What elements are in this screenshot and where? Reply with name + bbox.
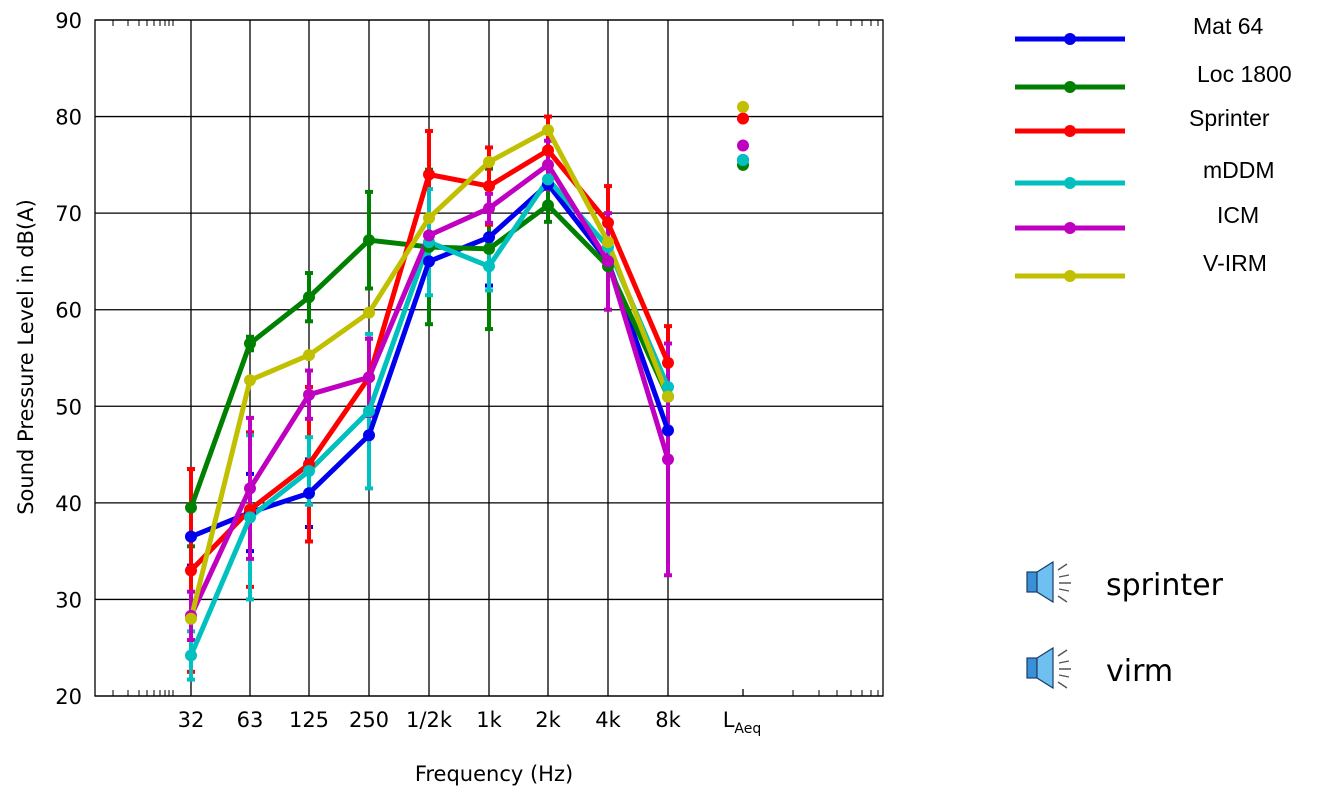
data-point-loc-1800 xyxy=(185,501,197,514)
legend-marker-mddm xyxy=(1064,177,1076,189)
sound-label-sprinter: sprinter xyxy=(1106,568,1224,603)
chart-axes: 20 30 40 50 60 70 80 90 32 63 125 250 1/2k 1k 2k 4k 8k xyxy=(55,9,884,732)
laeq-point-sprinter xyxy=(737,112,749,125)
y-tick-label: 50 xyxy=(55,395,82,419)
x-tick-label: 250 xyxy=(349,708,389,732)
data-point-v-irm xyxy=(244,374,256,387)
x-axis-title: Frequency (Hz) xyxy=(415,762,573,786)
data-point-loc-1800 xyxy=(363,234,375,247)
y-tick-label: 90 xyxy=(55,9,82,33)
data-point-mat-64 xyxy=(303,487,315,500)
x-tick-label: 2k xyxy=(535,708,561,732)
legend-marker-v-irm xyxy=(1064,270,1076,282)
data-point-mddm xyxy=(483,260,495,273)
sound-label-virm: virm xyxy=(1106,654,1173,689)
data-point-mat-64 xyxy=(363,429,375,442)
data-point-mddm xyxy=(244,511,256,524)
legend-marker-sprinter xyxy=(1064,125,1076,137)
data-point-v-irm xyxy=(483,155,495,168)
data-point-icm xyxy=(303,388,315,401)
legend-marker-icm xyxy=(1064,222,1076,234)
sound-link-virm[interactable]: virm xyxy=(1026,646,1173,690)
legend: Mat 64 Loc 1800 Sprinter mDDM ICM V-IRM xyxy=(1015,13,1292,282)
x-tick-label: 1/2k xyxy=(406,708,453,732)
x-tick-label: 8k xyxy=(655,708,681,732)
data-point-icm xyxy=(483,202,495,215)
laeq-point-icm xyxy=(737,139,749,152)
data-point-v-irm xyxy=(363,306,375,319)
data-point-mddm xyxy=(185,649,197,662)
x-tick-label: 1k xyxy=(476,708,502,732)
data-point-loc-1800 xyxy=(542,199,554,212)
data-point-sprinter xyxy=(185,564,197,577)
data-point-mat-64 xyxy=(662,424,674,437)
x-tick-label: 32 xyxy=(178,708,205,732)
data-point-loc-1800 xyxy=(483,242,495,255)
data-point-mddm xyxy=(542,173,554,186)
data-point-v-irm xyxy=(662,390,674,403)
speaker-icon xyxy=(1026,646,1071,690)
data-point-mddm xyxy=(303,464,315,477)
laeq-point-v-irm xyxy=(737,100,749,113)
data-point-mddm xyxy=(662,380,674,393)
legend-label-loc-1800: Loc 1800 xyxy=(1197,61,1292,87)
data-point-sprinter xyxy=(423,168,435,181)
data-point-icm xyxy=(662,453,674,466)
x-tick-label: 125 xyxy=(289,708,329,732)
y-tick-label: 40 xyxy=(55,492,82,516)
y-tick-label: 20 xyxy=(55,685,82,709)
laeq-point-mddm xyxy=(737,154,749,167)
data-point-loc-1800 xyxy=(244,337,256,350)
data-point-icm xyxy=(542,158,554,171)
data-point-v-irm xyxy=(602,236,614,249)
data-point-v-irm xyxy=(423,211,435,224)
data-point-sprinter xyxy=(483,180,495,193)
data-point-v-irm xyxy=(185,612,197,625)
data-point-v-irm xyxy=(303,349,315,362)
data-point-icm xyxy=(423,229,435,242)
plot-frame xyxy=(94,19,884,697)
legend-marker-loc-1800 xyxy=(1064,81,1076,93)
legend-label-sprinter: Sprinter xyxy=(1189,105,1270,131)
legend-label-mddm: mDDM xyxy=(1203,157,1275,183)
data-point-icm xyxy=(244,482,256,495)
data-point-sprinter xyxy=(542,144,554,157)
data-point-mddm xyxy=(363,405,375,418)
data-point-sprinter xyxy=(662,356,674,369)
y-tick-label: 60 xyxy=(55,299,82,323)
legend-label-v-irm: V-IRM xyxy=(1203,250,1267,276)
legend-label-icm: ICM xyxy=(1217,202,1259,228)
data-point-mat-64 xyxy=(423,255,435,268)
speaker-icon xyxy=(1026,560,1071,604)
data-point-loc-1800 xyxy=(303,291,315,304)
data-point-mat-64 xyxy=(185,530,197,543)
y-axis-title: Sound Pressure Level in dB(A) xyxy=(14,199,38,515)
y-tick-label: 30 xyxy=(55,588,82,612)
series-points xyxy=(185,100,749,662)
legend-marker-mat-64 xyxy=(1064,33,1076,45)
data-point-v-irm xyxy=(542,124,554,137)
x-tick-label-laeq: LAeq xyxy=(723,708,762,737)
data-point-icm xyxy=(363,371,375,384)
sound-link-sprinter[interactable]: sprinter xyxy=(1026,560,1224,604)
y-tick-label: 80 xyxy=(55,106,82,130)
data-point-icm xyxy=(602,255,614,268)
x-tick-label: 63 xyxy=(237,708,264,732)
chart-grid xyxy=(95,19,883,697)
y-tick-label: 70 xyxy=(55,202,82,226)
legend-label-mat-64: Mat 64 xyxy=(1193,13,1264,39)
data-point-sprinter xyxy=(602,216,614,229)
data-point-mat-64 xyxy=(483,231,495,244)
x-tick-label: 4k xyxy=(595,708,621,732)
